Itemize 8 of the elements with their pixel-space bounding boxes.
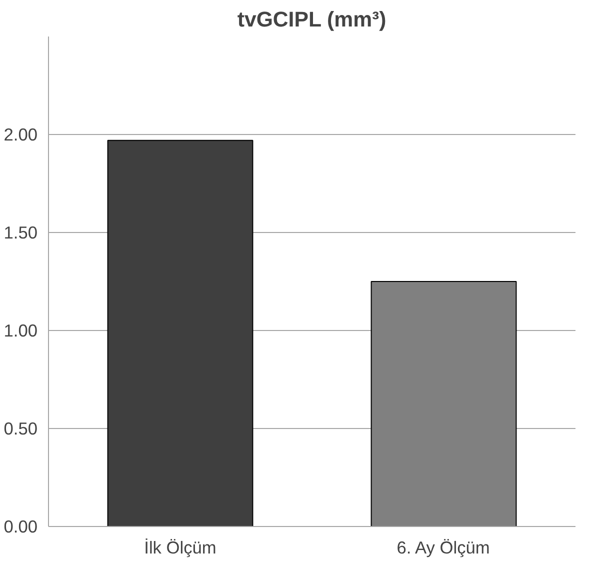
y-tick-label: 0.00 bbox=[4, 516, 38, 536]
y-tick-label: 0.50 bbox=[4, 418, 38, 438]
chart-title: tvGCIPL (mm³) bbox=[237, 8, 386, 32]
y-tick-label: 1.50 bbox=[4, 222, 38, 242]
y-tick-label: 2.00 bbox=[4, 124, 38, 144]
y-tick-label: 1.00 bbox=[4, 320, 38, 340]
x-tick-label: İlk Ölçüm bbox=[144, 538, 216, 558]
x-tick-label: 6. Ay Ölçüm bbox=[396, 538, 490, 558]
